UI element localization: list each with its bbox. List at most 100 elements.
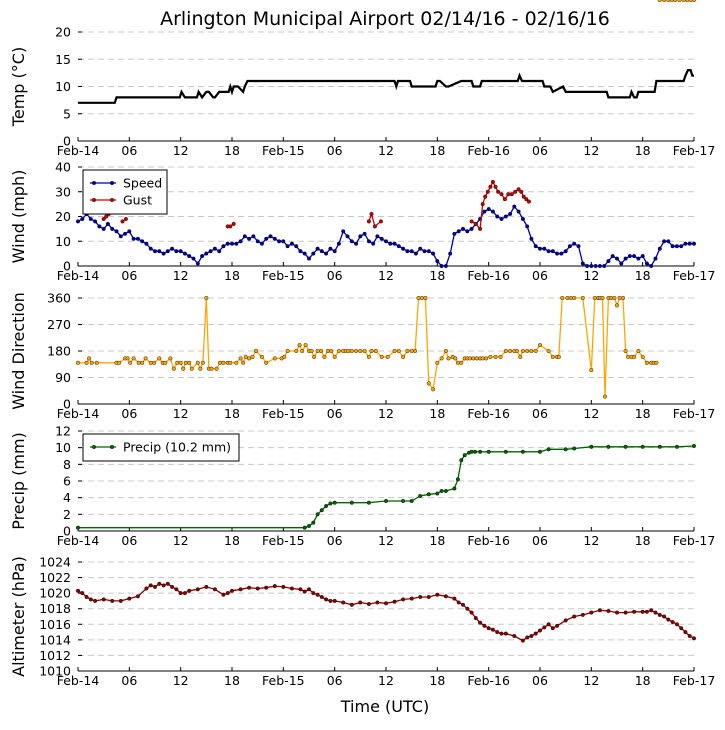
data-point	[325, 349, 330, 354]
data-point	[636, 349, 641, 354]
data-point	[627, 254, 632, 259]
data-point	[238, 356, 243, 361]
legend-swatch-point	[109, 180, 114, 185]
data-point	[480, 202, 485, 207]
data-point	[589, 264, 594, 269]
data-point	[171, 366, 176, 371]
x-tick-label: 06	[327, 533, 343, 548]
data-point	[212, 246, 217, 251]
data-point	[401, 597, 406, 602]
data-point	[294, 244, 299, 249]
data-point	[101, 216, 106, 221]
data-point	[358, 600, 363, 605]
y-tick-label: 2	[63, 507, 71, 522]
data-point	[392, 599, 397, 604]
data-point	[221, 244, 226, 249]
data-point	[152, 360, 157, 365]
data-point	[533, 349, 538, 354]
data-point	[319, 508, 324, 513]
data-point	[555, 251, 560, 256]
data-point	[439, 356, 444, 361]
y-axis-label: Wind (mph)	[9, 170, 28, 264]
data-point	[610, 254, 615, 259]
series-line	[78, 68, 694, 104]
x-tick-label: 18	[224, 143, 240, 158]
data-point	[94, 360, 99, 365]
data-point	[104, 214, 109, 219]
data-point	[354, 241, 359, 246]
x-tick-label: 18	[635, 143, 651, 158]
data-point	[136, 360, 141, 365]
y-tick-label: 1010	[39, 664, 71, 679]
data-point	[101, 226, 106, 231]
data-point	[473, 221, 478, 226]
data-point	[324, 597, 329, 602]
data-point	[666, 239, 671, 244]
x-tick-label: 18	[429, 268, 445, 283]
data-point	[409, 499, 414, 504]
data-point	[307, 524, 312, 529]
data-point	[485, 189, 490, 194]
data-point	[182, 591, 187, 596]
data-point	[209, 366, 214, 371]
data-point	[509, 192, 514, 197]
data-point	[506, 192, 511, 197]
data-point	[277, 239, 282, 244]
data-point	[174, 587, 179, 592]
data-point	[178, 591, 183, 596]
data-point	[674, 622, 679, 627]
data-point	[234, 241, 239, 246]
data-point	[503, 449, 508, 454]
data-point	[366, 602, 371, 607]
data-point	[297, 343, 302, 348]
data-point	[200, 360, 205, 365]
data-point	[499, 216, 504, 221]
data-point	[473, 449, 478, 454]
data-point	[486, 449, 491, 454]
data-point	[524, 197, 529, 202]
series-direction-0	[75, 0, 696, 399]
data-point	[302, 589, 307, 594]
data-point	[375, 600, 380, 605]
data-point	[405, 249, 410, 254]
data-point	[148, 246, 153, 251]
data-point	[592, 296, 597, 301]
data-point	[195, 360, 200, 365]
data-point	[110, 226, 115, 231]
data-point	[644, 609, 649, 614]
data-point	[97, 224, 102, 229]
data-point	[336, 349, 341, 354]
data-point	[161, 583, 166, 588]
data-point	[498, 354, 503, 359]
data-point	[181, 366, 186, 371]
data-point	[516, 187, 521, 192]
data-point	[253, 349, 258, 354]
legend-box	[82, 169, 168, 215]
y-tick-label: 1020	[39, 586, 71, 601]
y-tick-label: 0	[63, 397, 71, 412]
data-point	[157, 356, 162, 361]
data-point	[600, 296, 605, 301]
data-point	[264, 360, 269, 365]
data-point	[175, 360, 180, 365]
data-point	[366, 500, 371, 505]
x-tick-label: 06	[121, 268, 137, 283]
x-tick-label: 12	[378, 406, 394, 421]
data-point	[114, 229, 119, 234]
data-point	[508, 211, 513, 216]
data-point	[247, 236, 252, 241]
data-point	[490, 627, 495, 632]
data-point	[426, 249, 431, 254]
data-point	[217, 249, 222, 254]
y-tick-label: 10	[55, 79, 71, 94]
data-point	[426, 595, 431, 600]
series-line	[77, 583, 695, 642]
data-point	[123, 231, 128, 236]
data-point	[576, 244, 581, 249]
data-point	[332, 598, 337, 603]
data-point	[307, 587, 312, 592]
data-point	[649, 264, 654, 269]
data-point	[80, 591, 85, 596]
